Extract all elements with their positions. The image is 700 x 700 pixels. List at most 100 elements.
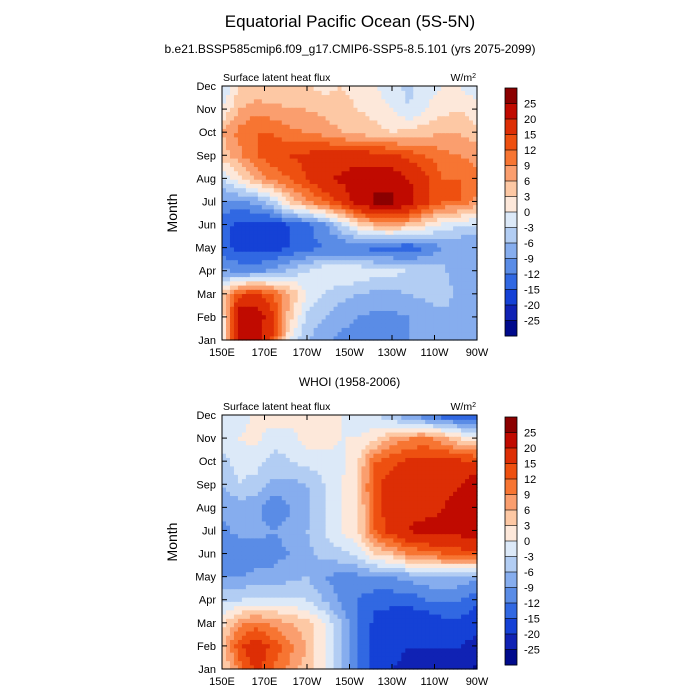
heatmap-cell	[341, 238, 347, 244]
heatmap-cell	[253, 656, 259, 662]
heatmap-cell	[321, 306, 327, 311]
heatmap-cell	[405, 234, 410, 239]
heatmap-cell	[461, 90, 466, 96]
heatmap-cell	[445, 622, 450, 628]
heatmap-cell	[341, 609, 347, 615]
heatmap-cell	[465, 618, 470, 624]
heatmap-cell	[301, 191, 307, 197]
heatmap-cell	[225, 652, 231, 657]
heatmap-cell	[461, 635, 466, 640]
heatmap-cell	[249, 323, 255, 328]
heatmap-cell	[245, 196, 251, 201]
heatmap-cell	[465, 204, 470, 210]
heatmap-cell	[417, 246, 422, 252]
heatmap-cell	[241, 284, 247, 290]
heatmap-cell	[257, 284, 263, 290]
heatmap-cell	[425, 200, 430, 206]
heatmap-cell	[397, 102, 402, 108]
heatmap-cell	[469, 119, 474, 125]
heatmap-cell	[465, 162, 470, 168]
heatmap-cell	[341, 660, 347, 666]
heatmap-cell	[313, 289, 319, 295]
heatmap-cell	[461, 162, 466, 168]
heatmap-cell	[425, 225, 430, 231]
heatmap-cell	[273, 613, 279, 619]
heatmap-cell	[385, 128, 390, 134]
heatmap-cell	[277, 179, 283, 184]
heatmap-cell	[341, 136, 347, 142]
heatmap-cell	[345, 242, 351, 248]
heatmap-cell	[257, 626, 263, 632]
heatmap-cell	[385, 234, 390, 239]
heatmap-cell	[309, 191, 315, 197]
heatmap-cell	[313, 149, 319, 155]
heatmap-cell	[329, 170, 335, 176]
heatmap-cell	[229, 200, 235, 206]
heatmap-cell	[229, 132, 235, 138]
heatmap-cell	[261, 255, 267, 261]
heatmap-cell	[225, 111, 231, 117]
heatmap-cell	[465, 280, 470, 286]
heatmap-cell	[305, 622, 311, 628]
heatmap-cell	[445, 251, 450, 256]
heatmap-cell	[433, 94, 438, 100]
heatmap-cell	[469, 225, 474, 231]
heatmap-cell	[369, 238, 374, 244]
heatmap-cell	[229, 643, 235, 649]
heatmap-cell	[225, 314, 231, 320]
heatmap-cell	[445, 179, 450, 184]
heatmap-cell	[253, 149, 259, 155]
heatmap-cell	[245, 179, 251, 184]
heatmap-cell	[381, 276, 386, 282]
heatmap-cell	[261, 208, 267, 214]
heatmap-cell	[285, 622, 291, 628]
heatmap-cell	[373, 310, 378, 316]
heatmap-cell	[261, 597, 267, 602]
heatmap-cell	[409, 145, 414, 151]
heatmap-cell	[413, 335, 418, 341]
heatmap-cell	[277, 217, 283, 223]
heatmap-cell	[393, 213, 398, 218]
heatmap-cell	[465, 187, 470, 193]
heatmap-cell	[245, 643, 251, 649]
heatmap-cell	[309, 196, 315, 201]
heatmap-cell	[321, 187, 327, 193]
heatmap-cell	[233, 183, 239, 189]
heatmap-cell	[473, 196, 478, 201]
heatmap-cell	[413, 111, 418, 117]
heatmap-cell	[405, 613, 410, 619]
heatmap-cell	[293, 111, 299, 117]
heatmap-cell	[345, 276, 351, 282]
heatmap-cell	[357, 136, 363, 142]
heatmap-cell	[253, 597, 259, 602]
heatmap-cell	[373, 635, 378, 640]
heatmap-cell	[222, 119, 227, 125]
heatmap-cell	[301, 652, 307, 657]
heatmap-cell	[401, 622, 406, 628]
heatmap-cell	[437, 605, 442, 611]
heatmap-cell	[409, 255, 414, 261]
heatmap-cell	[265, 323, 271, 328]
heatmap-cell	[465, 318, 470, 324]
heatmap-cell	[429, 643, 434, 649]
heatmap-cell	[222, 613, 227, 619]
heatmap-cell	[393, 136, 398, 142]
heatmap-cell	[321, 318, 327, 324]
heatmap-cell	[349, 115, 355, 121]
heatmap-cell	[361, 618, 367, 624]
colorbar-swatch	[505, 181, 517, 197]
heatmap-cell	[345, 217, 351, 223]
heatmap-cell	[445, 234, 450, 239]
heatmap-cell	[377, 652, 382, 657]
heatmap-cell	[277, 335, 283, 341]
heatmap-cell	[301, 102, 307, 108]
heatmap-cell	[461, 141, 466, 146]
heatmap-cell	[345, 136, 351, 142]
heatmap-cell	[369, 613, 374, 619]
heatmap-cell	[421, 141, 426, 146]
heatmap-cell	[473, 90, 478, 96]
heatmap-cell	[445, 609, 450, 615]
heatmap-cell	[301, 639, 307, 645]
heatmap-cell	[273, 115, 279, 121]
heatmap-cell	[417, 268, 422, 273]
